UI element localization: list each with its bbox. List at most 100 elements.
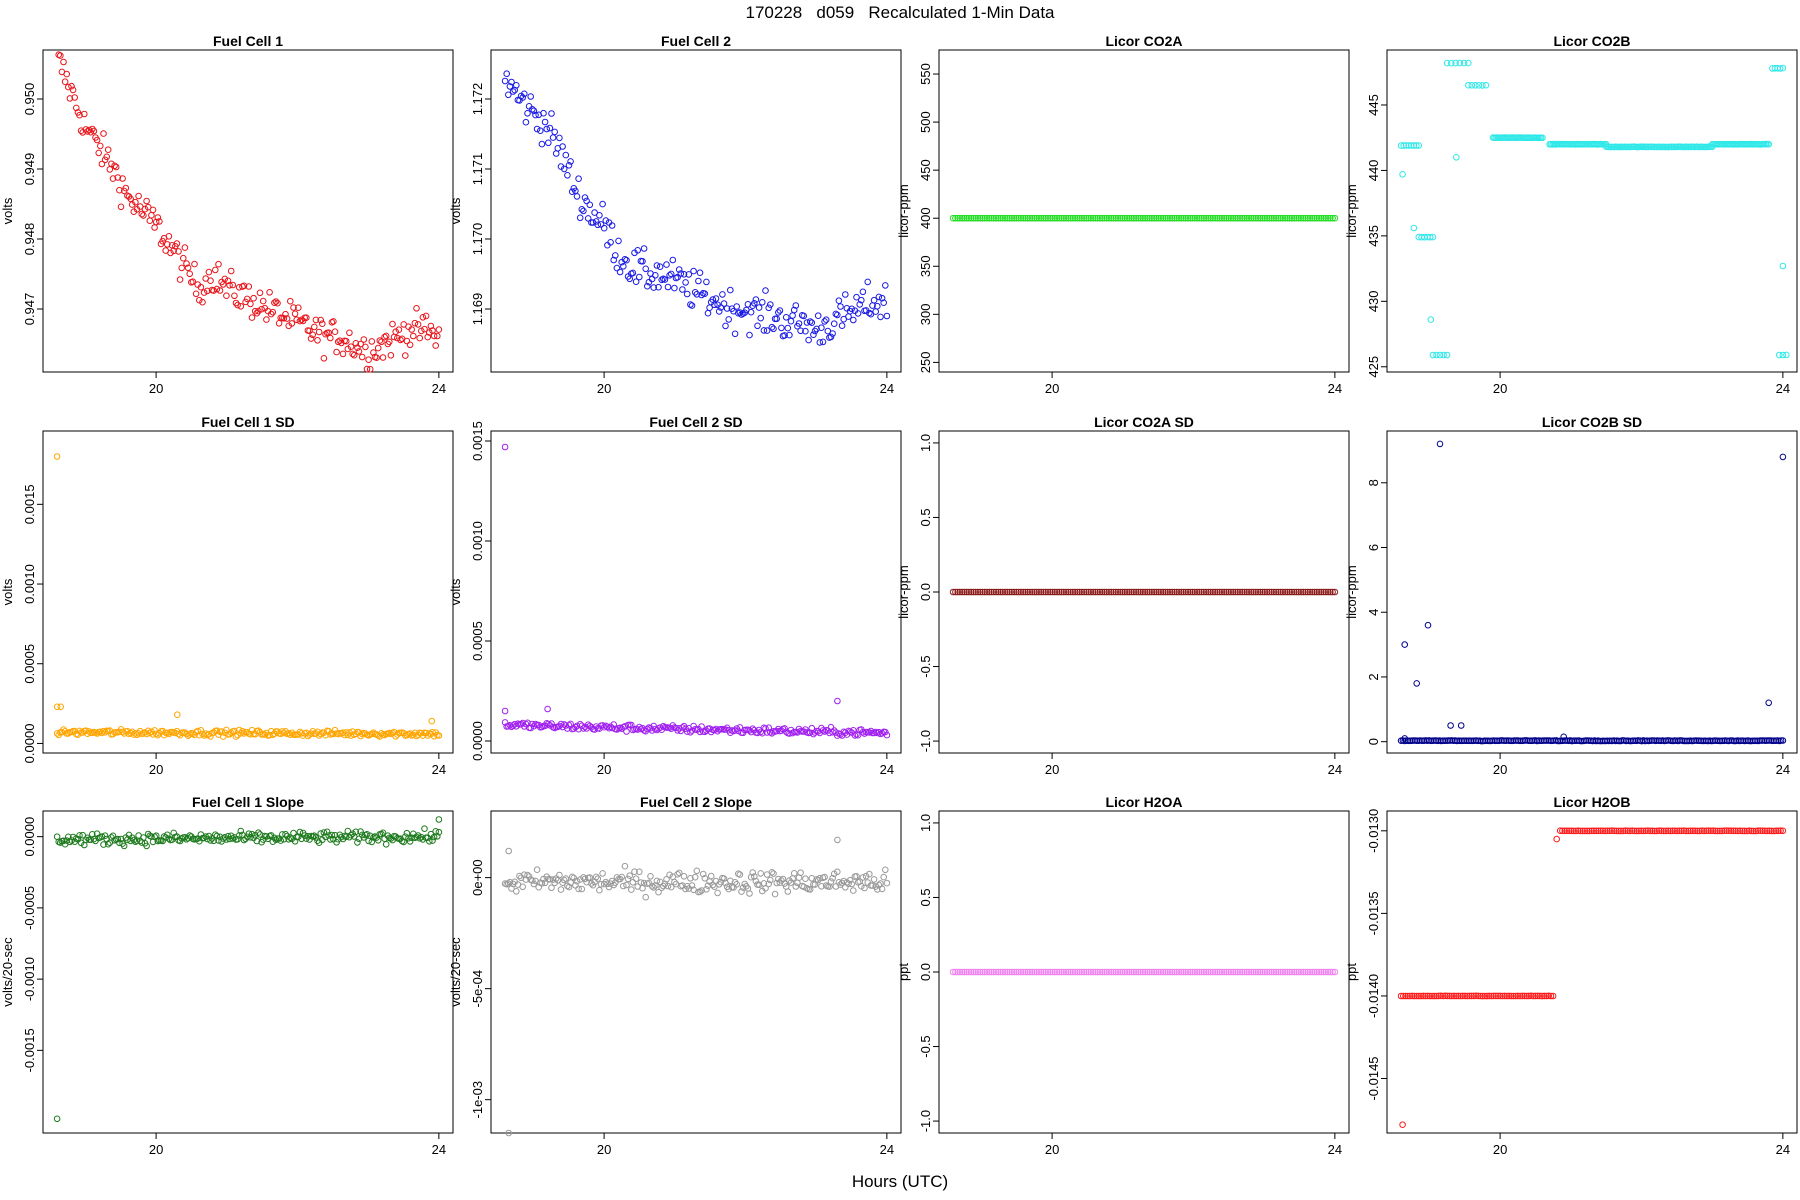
data-point (1132, 588, 1140, 596)
y-tick-label: 500 (918, 111, 933, 133)
data-point (644, 282, 651, 290)
data-point (132, 198, 139, 206)
data-point (365, 356, 372, 364)
data-point (1488, 992, 1495, 1000)
data-point (1263, 214, 1271, 222)
data-point (963, 968, 971, 976)
data-point (509, 88, 517, 95)
data-point (802, 875, 809, 883)
data-point (266, 289, 273, 296)
data-point (1117, 214, 1124, 222)
data-point (229, 281, 237, 289)
data-point (1171, 588, 1178, 596)
data-point (311, 323, 318, 331)
data-point (1065, 214, 1072, 222)
data-point (576, 720, 584, 728)
data-point (832, 310, 840, 318)
y-tick-label: 445 (1366, 94, 1381, 116)
data-point (1026, 214, 1034, 222)
data-point (1223, 214, 1230, 222)
data-point (303, 314, 310, 322)
data-point (143, 842, 150, 850)
data-point (53, 703, 61, 711)
data-point (661, 276, 669, 283)
data-point (1193, 588, 1201, 596)
data-point (501, 719, 509, 726)
data-point (999, 968, 1007, 976)
data-point (1067, 214, 1074, 222)
data-point (949, 968, 957, 976)
data-point (116, 186, 123, 194)
data-point (1178, 588, 1185, 596)
data-point (640, 879, 648, 887)
data-point (704, 309, 712, 317)
data-point (800, 312, 808, 320)
data-point (1114, 214, 1122, 222)
data-point (648, 727, 656, 734)
data-point (612, 252, 619, 259)
data-point (1779, 262, 1787, 270)
data-point (866, 309, 873, 317)
data-point (1617, 827, 1625, 835)
data-point (240, 282, 248, 290)
data-point (127, 837, 134, 845)
y-tick-label: -0.0135 (1366, 891, 1381, 935)
data-point (199, 298, 206, 306)
data-point (648, 883, 656, 890)
data-point (1245, 968, 1253, 976)
data-point (956, 968, 964, 976)
data-point (600, 880, 608, 888)
data-point (327, 334, 334, 342)
data-point (213, 285, 221, 293)
data-point (1013, 588, 1020, 596)
data-point (722, 726, 729, 733)
data-point (1080, 588, 1088, 596)
y-tick-label: 450 (918, 159, 933, 181)
data-point (538, 880, 546, 887)
data-point (1399, 1121, 1406, 1128)
data-point (628, 886, 635, 893)
data-point (366, 832, 374, 840)
data-point (1123, 968, 1131, 976)
data-point (995, 588, 1002, 596)
data-point (1171, 968, 1178, 976)
y-axis-label: licor-ppm (896, 184, 911, 237)
data-point (1413, 142, 1420, 149)
data-point (1004, 968, 1011, 976)
data-point (696, 269, 704, 277)
data-point (666, 272, 673, 279)
data-point (1281, 214, 1289, 222)
data-point (775, 725, 782, 733)
data-point (322, 731, 329, 739)
x-tick-label: 20 (1493, 762, 1507, 777)
data-point (610, 721, 618, 728)
data-point (594, 875, 602, 883)
data-point (282, 830, 289, 838)
data-point (988, 968, 995, 976)
data-point (215, 260, 222, 268)
data-point (1107, 588, 1115, 596)
x-tick-label: 20 (149, 762, 163, 777)
data-point (1304, 588, 1312, 596)
data-point (1101, 968, 1108, 976)
data-point (104, 146, 112, 153)
data-point (506, 722, 514, 729)
data-point (578, 885, 586, 893)
data-point (503, 70, 511, 77)
data-point (736, 309, 744, 316)
data-point (1162, 588, 1169, 596)
data-point (1254, 968, 1262, 976)
data-point (100, 727, 107, 735)
y-tick-label: -1.0 (918, 730, 933, 752)
data-point (175, 248, 182, 255)
data-point (1452, 992, 1460, 1000)
data-point (1101, 588, 1108, 596)
data-point (1223, 968, 1230, 976)
data-point (1490, 992, 1497, 1000)
data-point (57, 52, 64, 59)
data-point (1225, 968, 1232, 976)
data-point (629, 879, 637, 886)
data-point (1452, 59, 1459, 67)
data-point (733, 881, 741, 888)
data-point (954, 214, 962, 222)
